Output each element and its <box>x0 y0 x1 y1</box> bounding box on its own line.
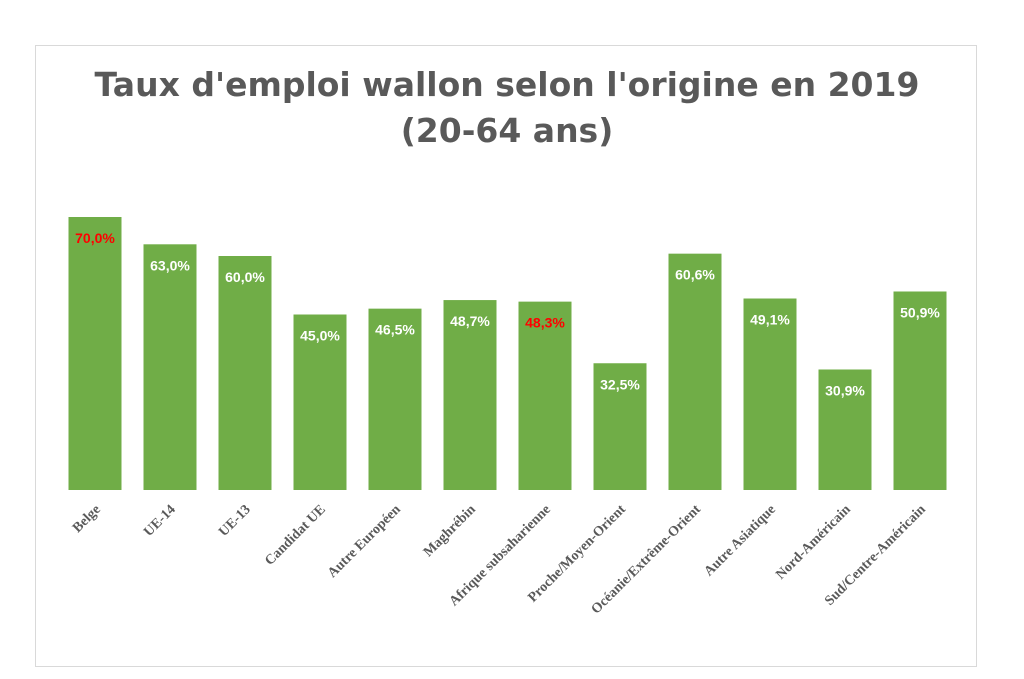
data-label: 70,0% <box>75 230 115 246</box>
bar <box>893 291 947 490</box>
category-label: Candidat UE <box>262 502 328 568</box>
bar <box>818 369 872 490</box>
data-label: 48,3% <box>525 315 565 331</box>
data-label: 63,0% <box>150 257 190 273</box>
data-label: 60,6% <box>675 267 715 283</box>
bar <box>518 301 572 490</box>
data-label: 60,0% <box>225 269 265 285</box>
data-label: 30,9% <box>825 382 865 398</box>
data-label: 32,5% <box>600 376 640 392</box>
category-label: Autre Européen <box>325 502 404 581</box>
chart-frame <box>35 45 977 667</box>
chart-title-line2: (20-64 ans) <box>400 111 614 150</box>
data-label: 45,0% <box>300 328 340 344</box>
data-label: 49,1% <box>750 312 790 328</box>
category-label: UE-13 <box>216 502 254 540</box>
bar <box>368 308 422 490</box>
category-label: UE-14 <box>141 502 179 540</box>
bar <box>293 314 347 490</box>
bar <box>668 253 722 490</box>
bar <box>218 256 272 490</box>
data-label: 48,7% <box>450 313 490 329</box>
category-label: Nord-Américain <box>773 502 854 583</box>
data-label: 50,9% <box>900 304 940 320</box>
data-label: 46,5% <box>375 322 415 338</box>
chart-title-line1: Taux d'emploi wallon selon l'origine en … <box>94 65 920 104</box>
bar <box>593 363 647 490</box>
chart-title: Taux d'emploi wallon selon l'origine en … <box>0 62 1014 154</box>
bar <box>143 244 197 490</box>
category-label: Belge <box>70 502 104 536</box>
bar <box>68 217 122 490</box>
category-label: Autre Asiatique <box>702 502 779 579</box>
category-label: Maghrébin <box>421 502 479 560</box>
bar <box>443 300 497 490</box>
bar <box>743 298 797 490</box>
